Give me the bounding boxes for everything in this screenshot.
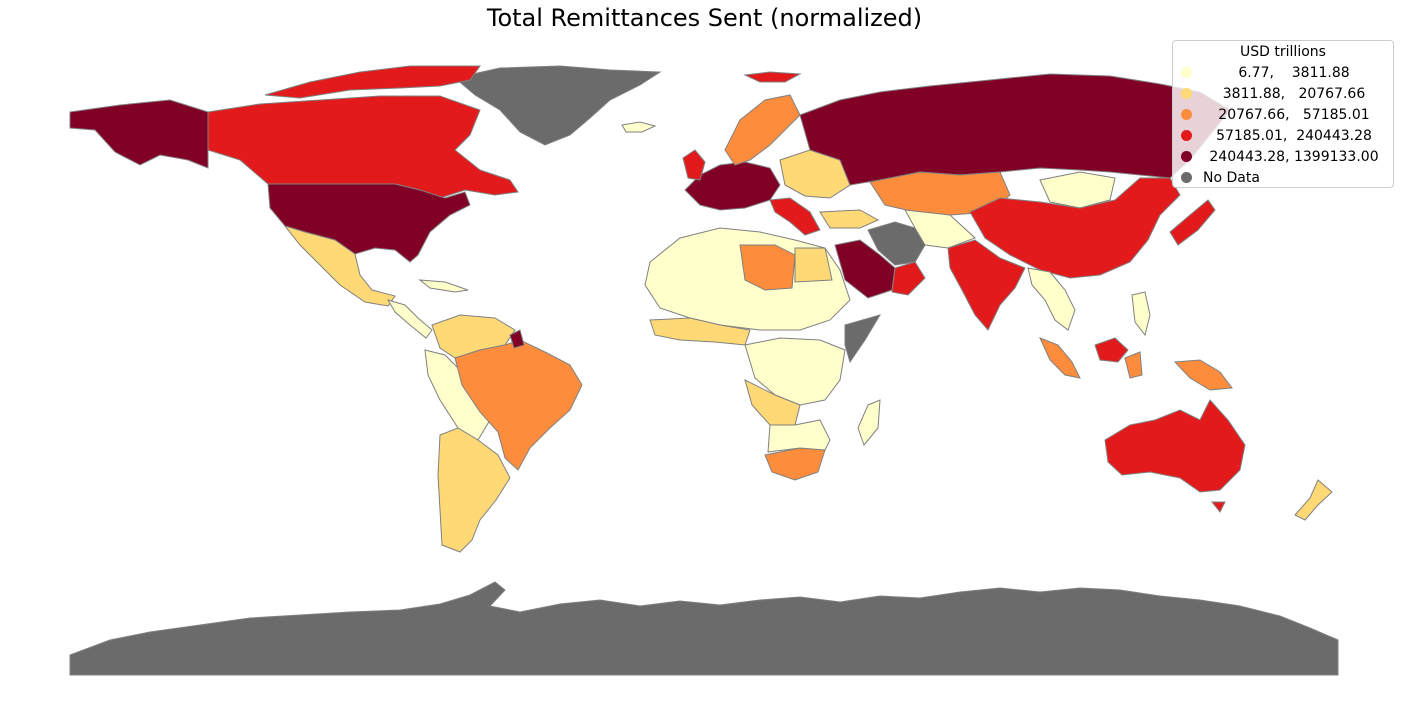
region-arctic-islands bbox=[264, 65, 481, 99]
region-southern-europe bbox=[769, 197, 821, 236]
region-turkey bbox=[819, 209, 880, 229]
region-indonesia-east bbox=[1124, 351, 1143, 379]
region-new-zealand bbox=[1294, 479, 1333, 521]
region-greenland bbox=[453, 65, 662, 146]
legend-swatch bbox=[1181, 109, 1192, 120]
region-russia bbox=[799, 73, 1231, 186]
region-mongolia bbox=[1039, 171, 1116, 209]
map-legend: USD trillions 6.77, 3811.88 3811.88, 207… bbox=[1172, 40, 1394, 188]
region-mexico bbox=[283, 225, 396, 307]
region-iceland bbox=[621, 121, 657, 133]
region-cuba bbox=[418, 279, 469, 293]
legend-title: USD trillions bbox=[1240, 44, 1326, 60]
legend-entry: 240443.28, 1399133.00 bbox=[1181, 146, 1385, 167]
region-alaska bbox=[69, 99, 209, 169]
legend-entry: 20767.66, 57185.01 bbox=[1181, 104, 1385, 125]
region-oman bbox=[891, 261, 926, 296]
legend-label: 57185.01, 240443.28 bbox=[1216, 127, 1372, 144]
region-somalia bbox=[844, 314, 882, 364]
region-andean bbox=[424, 349, 491, 441]
region-egypt bbox=[794, 247, 833, 283]
region-iran bbox=[867, 221, 926, 266]
region-libya bbox=[739, 244, 796, 291]
legend-entry: 6.77, 3811.88 bbox=[1181, 62, 1385, 83]
legend-swatch bbox=[1181, 130, 1192, 141]
legend-label: 20767.66, 57185.01 bbox=[1218, 106, 1370, 123]
region-uk bbox=[682, 149, 706, 181]
legend-label: No Data bbox=[1203, 169, 1260, 186]
region-new-guinea bbox=[1173, 359, 1233, 391]
map-title: Total Remittances Sent (normalized) bbox=[486, 4, 923, 32]
legend-swatch bbox=[1181, 172, 1192, 183]
region-scandinavia bbox=[724, 94, 801, 166]
region-central-africa bbox=[744, 337, 846, 406]
region-tasmania bbox=[1210, 501, 1226, 513]
region-southern-africa bbox=[767, 419, 831, 453]
legend-swatch bbox=[1181, 88, 1192, 99]
region-madagascar bbox=[857, 399, 881, 447]
legend-label: 6.77, 3811.88 bbox=[1238, 64, 1350, 81]
region-central-america bbox=[386, 299, 433, 339]
legend-entry: 57185.01, 240443.28 bbox=[1181, 125, 1385, 146]
region-china bbox=[969, 177, 1181, 279]
legend-entry-no-data: No Data bbox=[1181, 167, 1385, 188]
legend-swatch bbox=[1181, 151, 1192, 162]
region-central-asia bbox=[904, 209, 976, 249]
region-svalbard bbox=[743, 71, 802, 83]
region-philippines bbox=[1131, 291, 1151, 337]
region-argentina bbox=[437, 427, 511, 553]
region-antarctica bbox=[69, 581, 1339, 676]
legend-swatch bbox=[1181, 67, 1192, 78]
region-india bbox=[947, 239, 1026, 331]
region-suriname bbox=[509, 329, 525, 349]
region-japan bbox=[1169, 199, 1216, 246]
region-indonesia-west bbox=[1039, 337, 1081, 379]
region-australia bbox=[1104, 399, 1246, 493]
region-southeast-asia bbox=[1027, 267, 1076, 331]
legend-label: 240443.28, 1399133.00 bbox=[1209, 148, 1379, 165]
region-western-europe bbox=[684, 161, 781, 211]
region-south-africa bbox=[764, 447, 826, 481]
region-malaysia bbox=[1094, 337, 1129, 363]
legend-entry: 3811.88, 20767.66 bbox=[1181, 83, 1385, 104]
region-canada bbox=[207, 95, 519, 199]
legend-label: 3811.88, 20767.66 bbox=[1222, 85, 1366, 102]
